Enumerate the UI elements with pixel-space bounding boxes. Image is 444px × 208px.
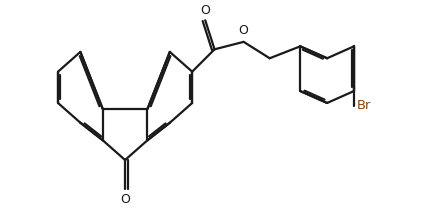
- Text: O: O: [200, 4, 210, 16]
- Text: O: O: [120, 193, 130, 206]
- Text: Br: Br: [357, 99, 371, 113]
- Text: O: O: [239, 24, 249, 37]
